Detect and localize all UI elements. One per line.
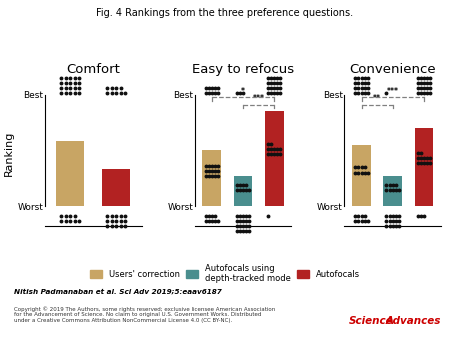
Text: Copyright © 2019 The Authors, some rights reserved; exclusive licensee American : Copyright © 2019 The Authors, some right…: [14, 306, 275, 323]
Text: Nitish Padmanaban et al. Sci Adv 2019;5:eaav6187: Nitish Padmanaban et al. Sci Adv 2019;5:…: [14, 289, 221, 295]
Bar: [103, 169, 130, 206]
Y-axis label: Ranking: Ranking: [4, 131, 13, 176]
Text: ***: ***: [252, 95, 265, 103]
Legend: Users' correction, Autofocals using
depth-tracked mode, Autofocals: Users' correction, Autofocals using dept…: [87, 261, 363, 287]
Text: Fig. 4 Rankings from the three preference questions.: Fig. 4 Rankings from the three preferenc…: [96, 8, 354, 19]
Title: Convenience: Convenience: [349, 63, 436, 76]
Bar: [352, 145, 371, 206]
Bar: [383, 176, 402, 206]
Bar: [265, 111, 284, 206]
Title: Comfort: Comfort: [66, 63, 120, 76]
Text: **: **: [373, 95, 381, 103]
Text: Advances: Advances: [386, 316, 441, 326]
Bar: [202, 150, 221, 206]
Text: *: *: [241, 87, 245, 96]
Bar: [414, 128, 433, 206]
Text: ***: ***: [387, 87, 399, 96]
Bar: [234, 176, 252, 206]
Bar: [57, 142, 84, 206]
Title: Easy to refocus: Easy to refocus: [192, 63, 294, 76]
Text: Science: Science: [349, 316, 393, 326]
